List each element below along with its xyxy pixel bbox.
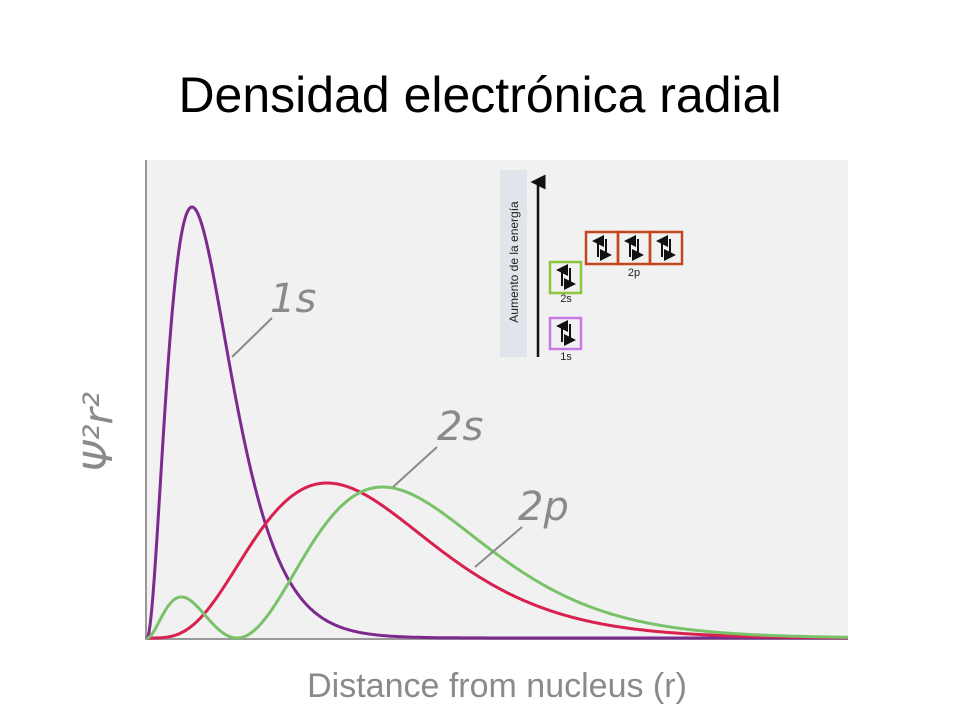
curves [145, 205, 848, 640]
leader-line [392, 446, 438, 488]
curve-label: 2s [437, 404, 483, 450]
orbital-box [548, 260, 583, 295]
leader-line [231, 317, 273, 358]
plot-area [145, 160, 848, 640]
orbital-label: 2s [560, 293, 572, 305]
curve-label: 2p [518, 484, 569, 530]
leader-lines [231, 317, 523, 568]
curve-label: 1s [270, 276, 316, 322]
orbital-box [548, 316, 583, 351]
orbital-label: 1s [560, 351, 572, 363]
leader-line [474, 526, 523, 568]
energy-label: Aumento de la energía [507, 201, 521, 323]
curve-1s [145, 205, 848, 640]
orbital-label: 2p [628, 267, 640, 279]
spins [556, 235, 676, 346]
energy-label-bg [500, 170, 527, 357]
x-axis-label: Distance from nucleus (r) [307, 667, 687, 705]
curve-2p [147, 481, 848, 640]
title: Densidad electrónica radial [178, 67, 781, 123]
curve-2s [146, 485, 848, 640]
orbital-box [648, 230, 684, 266]
y-axis-label: Ψ²r² [76, 392, 122, 472]
